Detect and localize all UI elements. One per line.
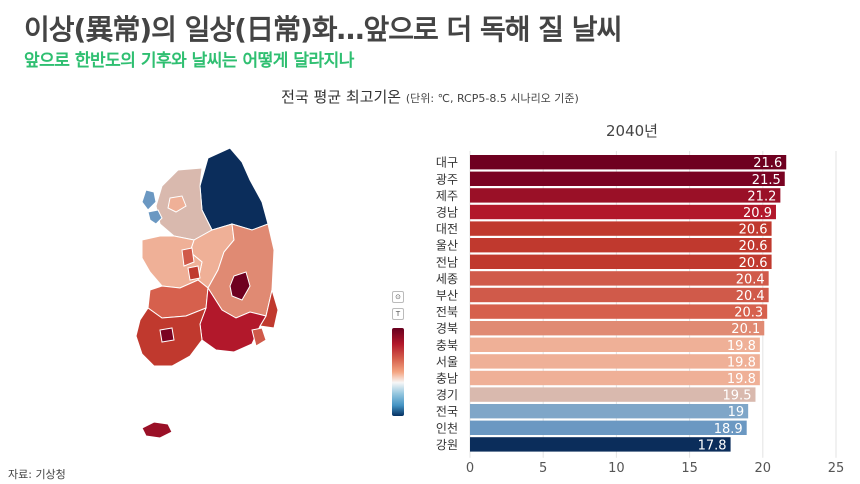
bar-value-label: 20.4: [736, 289, 765, 304]
bar-value-label: 17.8: [698, 438, 727, 453]
category-label: 대구: [436, 156, 458, 170]
bar-value-label: 19.8: [727, 355, 756, 370]
category-label: 서울: [436, 355, 458, 369]
korea-choropleth-map: [135, 147, 279, 439]
bar-value-label: 19.8: [727, 339, 756, 354]
chart-title: 전국 평균 최고기온 (단위: ℃, RCP5-8.5 시나리오 기준): [0, 86, 860, 107]
bar[interactable]: [470, 404, 749, 419]
bar-value-label: 19.8: [727, 372, 756, 387]
map-region-sejong[interactable]: [181, 247, 195, 267]
x-tick-label: 25: [828, 461, 845, 476]
bar-value-label: 20.6: [739, 239, 768, 254]
bar[interactable]: [470, 387, 756, 402]
category-label: 세종: [436, 272, 458, 286]
bar-value-label: 21.6: [753, 156, 782, 171]
category-label: 충남: [436, 372, 458, 386]
map-region-incheon[interactable]: [141, 189, 163, 225]
x-tick-label: 5: [539, 461, 547, 476]
bar-value-label: 21.2: [747, 189, 776, 204]
category-label: 충북: [436, 338, 458, 352]
chart-title-main: 전국 평균 최고기온: [281, 88, 402, 106]
bar[interactable]: [470, 420, 747, 435]
bar-value-label: 20.6: [739, 256, 768, 271]
bar[interactable]: [470, 304, 768, 319]
chart-subtitle-year: 2040년: [606, 122, 658, 140]
map-region-jeju[interactable]: [141, 421, 173, 439]
bar[interactable]: [470, 370, 760, 386]
category-label: 전국: [436, 405, 458, 419]
bar[interactable]: [470, 354, 760, 369]
map-region-daejeon[interactable]: [187, 265, 201, 281]
bar-value-label: 20.6: [739, 223, 768, 238]
x-tick-label: 10: [608, 461, 625, 476]
category-label: 울산: [436, 239, 458, 253]
bar[interactable]: [470, 287, 769, 303]
bar[interactable]: [470, 321, 765, 336]
category-label: 전남: [436, 255, 458, 269]
bar[interactable]: [470, 337, 760, 352]
bar[interactable]: [470, 155, 787, 170]
bar[interactable]: [470, 254, 772, 269]
text-toggle-icon[interactable]: T: [392, 308, 404, 320]
category-label: 경남: [436, 206, 458, 220]
bar-value-label: 20.3: [734, 306, 763, 321]
bar[interactable]: [470, 271, 769, 286]
bar[interactable]: [470, 188, 781, 203]
bar[interactable]: [470, 437, 731, 452]
x-tick-label: 0: [466, 461, 474, 476]
map-region-seoul[interactable]: [167, 195, 187, 213]
category-label: 강원: [436, 438, 458, 452]
bar[interactable]: [470, 238, 772, 253]
map-region-daegu[interactable]: [229, 271, 251, 301]
bar[interactable]: [470, 221, 772, 236]
x-tick-label: 20: [755, 461, 772, 476]
category-label: 대전: [436, 222, 458, 236]
bar-value-label: 18.9: [714, 422, 743, 437]
bar-value-label: 19: [728, 405, 745, 420]
subheadline: 앞으로 한반도의 기후와 날씨는 어떻게 달라지나: [24, 51, 354, 71]
category-label: 부산: [436, 289, 458, 303]
category-label: 제주: [436, 189, 458, 203]
bar-chart: 0 5 10 15 20 25 대구 21.6 광주 21.5 제주 21.2 경남 20.9 대전 20.6…: [436, 151, 845, 476]
reset-view-icon[interactable]: ⊙: [392, 291, 404, 303]
category-label: 인천: [436, 420, 458, 435]
source-note: 자료: 기상청: [8, 468, 66, 481]
headline: 이상(異常)의 일상(日常)화…앞으로 더 독해 질 날씨: [24, 13, 622, 46]
chart-title-note: (단위: ℃, RCP5-8.5 시나리오 기준): [405, 92, 579, 105]
bar-value-label: 20.4: [736, 272, 765, 287]
category-label: 광주: [436, 172, 458, 186]
bar-value-label: 21.5: [752, 173, 781, 188]
bar-value-label: 20.9: [743, 206, 772, 221]
map-region-gangwon[interactable]: [199, 147, 269, 231]
bar-value-label: 20.1: [731, 322, 760, 337]
x-tick-label: 15: [681, 461, 698, 476]
category-label: 전북: [436, 305, 458, 319]
color-scale-legend: [392, 328, 404, 416]
bar[interactable]: [470, 171, 785, 186]
bar[interactable]: [470, 204, 776, 220]
map-region-busan[interactable]: [251, 327, 267, 347]
category-label: 경기: [436, 388, 458, 402]
category-label: 경북: [436, 322, 458, 336]
bar-value-label: 19.5: [723, 389, 752, 404]
map-region-gwangju[interactable]: [159, 327, 175, 343]
